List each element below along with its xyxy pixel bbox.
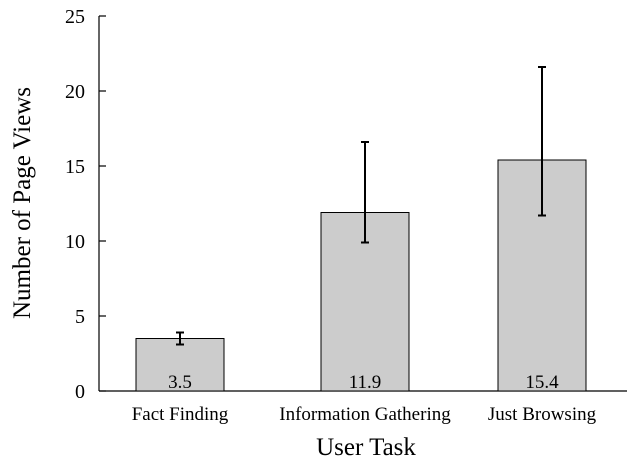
bar-value-label: 15.4 (525, 372, 559, 393)
bar-value-label: 11.9 (349, 372, 382, 393)
y-tick-label: 25 (65, 6, 85, 28)
bar (135, 338, 225, 392)
error-bars (176, 66, 546, 346)
x-category-label: Information Gathering (279, 404, 451, 425)
y-axis-title: Number of Page Views (9, 87, 36, 319)
bars (135, 159, 587, 392)
y-tick-label: 5 (75, 306, 85, 328)
y-tick-label: 20 (65, 81, 85, 103)
bar-value-label: 3.5 (168, 372, 192, 393)
y-tick-label: 0 (75, 381, 85, 403)
x-axis-title: User Task (316, 434, 416, 461)
y-axis: 0 5 10 15 20 25 (65, 6, 106, 403)
x-category-label: Just Browsing (488, 404, 597, 425)
y-tick-label: 10 (65, 231, 85, 253)
y-tick-label: 15 (65, 156, 85, 178)
data-labels: 3.5 11.9 15.4 (168, 372, 559, 393)
x-category-label: Fact Finding (132, 404, 229, 425)
x-axis: Fact Finding Information Gathering Just Br… (99, 390, 627, 425)
